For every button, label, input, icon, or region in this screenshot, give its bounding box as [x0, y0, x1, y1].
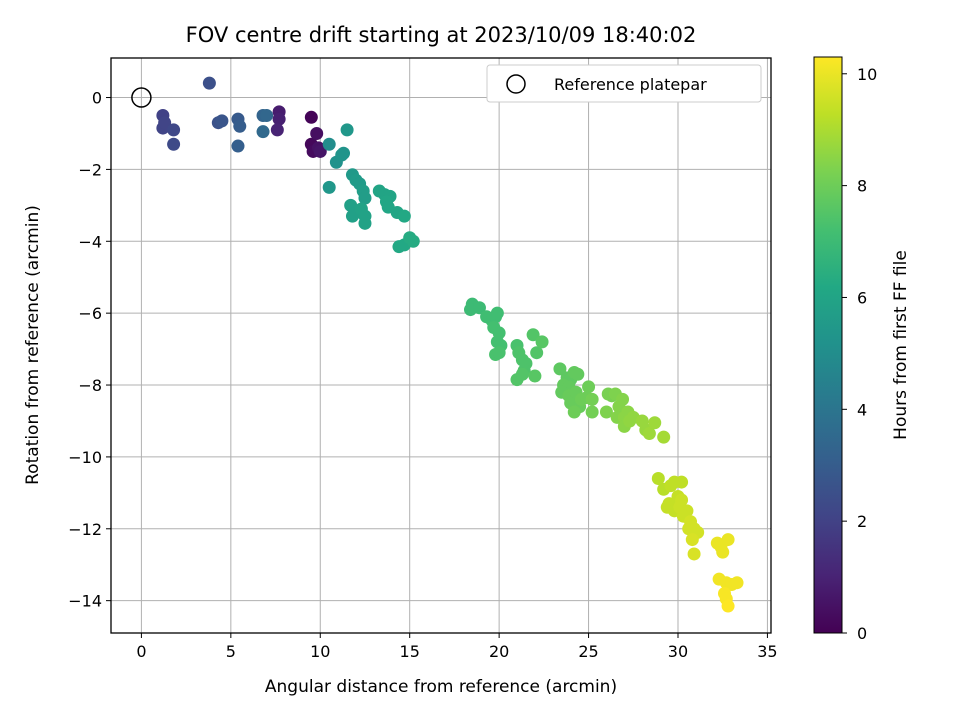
scatter-point — [233, 119, 247, 133]
scatter-point — [215, 114, 229, 128]
colorbar-tick-label: 0 — [857, 624, 867, 643]
scatter-point — [158, 116, 172, 130]
scatter-point — [322, 137, 336, 151]
scatter-point — [167, 123, 181, 137]
scatter-point — [721, 533, 735, 547]
scatter-point — [642, 427, 656, 441]
scatter-point — [256, 125, 270, 139]
y-tick-label: −10 — [68, 448, 102, 467]
scatter-point — [304, 110, 318, 124]
x-tick-label: 0 — [136, 642, 146, 661]
grid-lines — [111, 58, 771, 633]
scatter-point — [492, 346, 506, 360]
scatter-point — [397, 209, 411, 223]
reference-marker-layer — [131, 87, 152, 108]
scatter-point — [313, 144, 327, 158]
data-points — [156, 76, 744, 613]
scatter-point — [648, 416, 662, 430]
scatter-point — [721, 599, 735, 613]
colorbar-tick-label: 8 — [857, 177, 867, 196]
colorbar-tick-label: 4 — [857, 400, 867, 419]
x-axis-ticks: 0 5 10 15 20 25 30 35 — [136, 633, 778, 661]
scatter-point — [310, 126, 324, 140]
scatter-point — [335, 148, 349, 162]
x-tick-label: 15 — [400, 642, 420, 661]
scatter-point — [202, 76, 216, 90]
scatter-point — [623, 414, 637, 428]
chart-title: FOV centre drift starting at 2023/10/09 … — [186, 23, 697, 47]
legend-box — [486, 64, 762, 103]
scatter-point — [599, 405, 613, 419]
x-tick-label: 20 — [489, 642, 509, 661]
scatter-point — [270, 123, 284, 137]
x-tick-label: 30 — [668, 642, 688, 661]
scatter-point — [528, 369, 542, 383]
colorbar-label: Hours from first FF file — [891, 250, 911, 440]
scatter-point — [582, 380, 596, 394]
scatter-point — [657, 430, 671, 444]
y-tick-label: −14 — [68, 592, 102, 611]
scatter-point — [231, 139, 245, 153]
y-tick-label: −8 — [78, 376, 102, 395]
legend: Reference platepar — [486, 64, 762, 103]
scatter-point — [687, 547, 701, 561]
scatter-point — [472, 301, 486, 315]
y-axis-ticks: 0 −2 −4 −6 −8 −10 −12 −14 — [68, 89, 111, 611]
y-tick-label: 0 — [92, 89, 102, 108]
scatter-point — [616, 392, 630, 406]
x-tick-label: 25 — [578, 642, 598, 661]
scatter-point — [585, 392, 599, 406]
scatter-point — [515, 367, 529, 381]
y-tick-label: −12 — [68, 520, 102, 539]
x-tick-label: 10 — [310, 642, 330, 661]
scatter-point — [535, 335, 549, 349]
scatter-point — [651, 471, 665, 485]
scatter-point — [167, 137, 181, 151]
x-tick-label: 5 — [226, 642, 236, 661]
colorbar-tick-label: 10 — [857, 65, 877, 84]
colorbar-tick-label: 2 — [857, 512, 867, 531]
scatter-point — [358, 216, 372, 230]
scatter-point — [716, 545, 730, 559]
x-tick-label: 35 — [757, 642, 777, 661]
scatter-point — [675, 475, 689, 489]
plot-frame — [110, 57, 772, 634]
y-axis-label: Rotation from reference (arcmin) — [23, 205, 43, 485]
colorbar-tick-label: 6 — [857, 288, 867, 307]
legend-reference-marker — [506, 74, 526, 94]
y-tick-label: −2 — [78, 160, 102, 179]
scatter-point — [685, 533, 699, 547]
colorbar-ticks: 0 2 4 6 8 10 — [842, 65, 877, 643]
scatter-point — [406, 234, 420, 248]
reference-platepar-marker — [131, 87, 152, 108]
legend-entry-reference: Reference platepar — [554, 75, 707, 94]
scatter-point — [571, 367, 585, 381]
x-axis-label: Angular distance from reference (arcmin) — [265, 677, 617, 697]
scatter-point — [322, 180, 336, 194]
scatter-point — [526, 328, 540, 342]
colorbar: 0 2 4 6 8 10 Hours from first FF file — [813, 56, 911, 643]
scatter-point — [340, 123, 354, 137]
scatter-point — [553, 362, 567, 376]
scatter-point — [567, 405, 581, 419]
scatter-point — [585, 405, 599, 419]
scatter-point — [260, 109, 274, 122]
scatter-point — [730, 576, 744, 590]
scatter-point — [530, 346, 544, 360]
colorbar-gradient — [813, 56, 843, 634]
scatter-point — [358, 191, 372, 205]
scatter-point — [272, 112, 286, 126]
y-tick-label: −4 — [78, 232, 102, 251]
y-tick-label: −6 — [78, 304, 102, 323]
scatter-point — [490, 306, 504, 320]
